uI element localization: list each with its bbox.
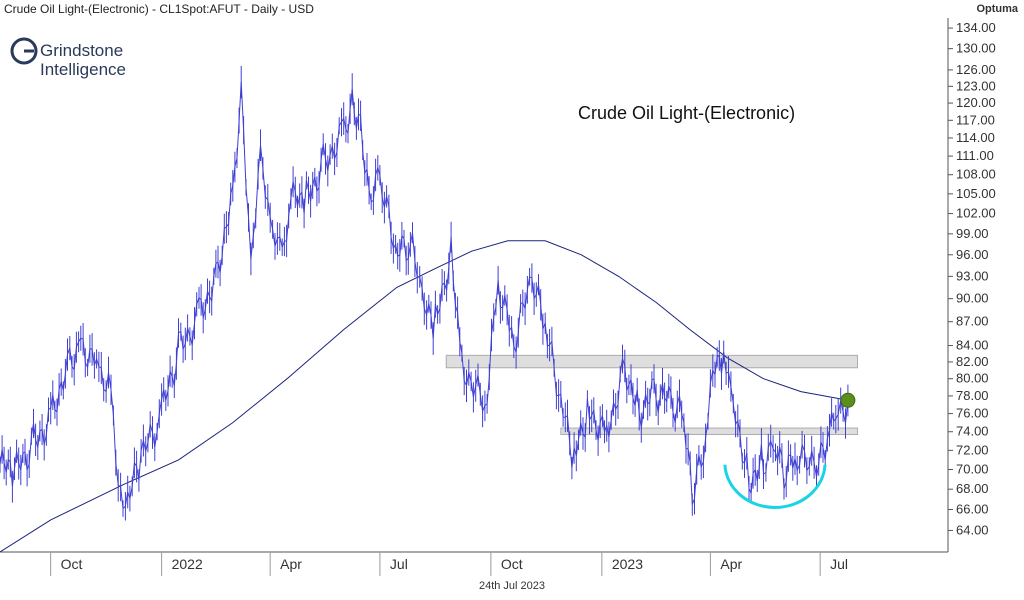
y-tick-label: 82.00 — [956, 354, 989, 369]
y-tick-label: 78.00 — [956, 388, 989, 403]
y-tick-label: 93.00 — [956, 268, 989, 283]
logo-line2: Intelligence — [40, 60, 126, 79]
y-tick-label: 84.00 — [956, 338, 989, 353]
y-tick-label: 96.00 — [956, 247, 989, 262]
y-tick-label: 72.00 — [956, 442, 989, 457]
support-resistance-zone — [445, 354, 859, 369]
logo-line1: Grindstone — [40, 41, 123, 60]
x-tick-label: 2023 — [612, 556, 643, 572]
price-line — [0, 81, 849, 510]
x-tick-label: Apr — [280, 556, 302, 572]
y-tick-label: 90.00 — [956, 291, 989, 306]
y-tick-label: 99.00 — [956, 226, 989, 241]
x-tick-label: 2022 — [172, 556, 203, 572]
y-tick-label: 117.00 — [956, 112, 995, 127]
x-tick-label: Oct — [501, 556, 523, 572]
chart-header-title: Crude Oil Light-(Electronic) - CL1Spot:A… — [4, 2, 314, 16]
y-tick-label: 102.00 — [956, 206, 996, 221]
y-tick-label: 105.00 — [956, 186, 996, 201]
y-tick-label: 70.00 — [956, 461, 989, 476]
y-tick-label: 130.00 — [956, 41, 996, 56]
support-resistance-zone — [560, 427, 859, 435]
x-tick-label: Jul — [830, 556, 848, 572]
y-tick-label: 64.00 — [956, 522, 989, 537]
y-tick-label: 134.00 — [956, 20, 996, 35]
y-tick-label: 80.00 — [956, 371, 989, 386]
footer-date: 24th Jul 2023 — [478, 580, 546, 592]
x-tick-label: Apr — [720, 556, 742, 572]
x-tick-label: Jul — [390, 556, 408, 572]
rounding-bottom-arc — [723, 464, 827, 509]
y-tick-label: 76.00 — [956, 406, 989, 421]
y-tick-label: 68.00 — [956, 481, 989, 496]
y-tick-label: 120.00 — [956, 95, 996, 110]
x-tick-label: Oct — [61, 556, 83, 572]
y-tick-label: 111.00 — [956, 148, 994, 163]
y-tick-label: 66.00 — [956, 501, 989, 516]
brand-logo: Grindstone Intelligence — [10, 37, 126, 79]
vendor-logo: Optuma — [976, 3, 1018, 15]
y-tick-label: 74.00 — [956, 424, 989, 439]
y-tick-label: 108.00 — [956, 167, 996, 182]
price-bars — [0, 65, 849, 521]
moving-average-line — [0, 240, 848, 553]
vendor-label: Optuma — [976, 3, 1018, 15]
crossover-marker — [840, 392, 856, 408]
y-tick-label: 126.00 — [956, 62, 996, 77]
chart-title: Crude Oil Light-(Electronic) — [578, 103, 795, 123]
y-tick-label: 114.00 — [956, 130, 995, 145]
y-tick-label: 87.00 — [956, 314, 989, 329]
y-tick-label: 123.00 — [956, 78, 996, 93]
